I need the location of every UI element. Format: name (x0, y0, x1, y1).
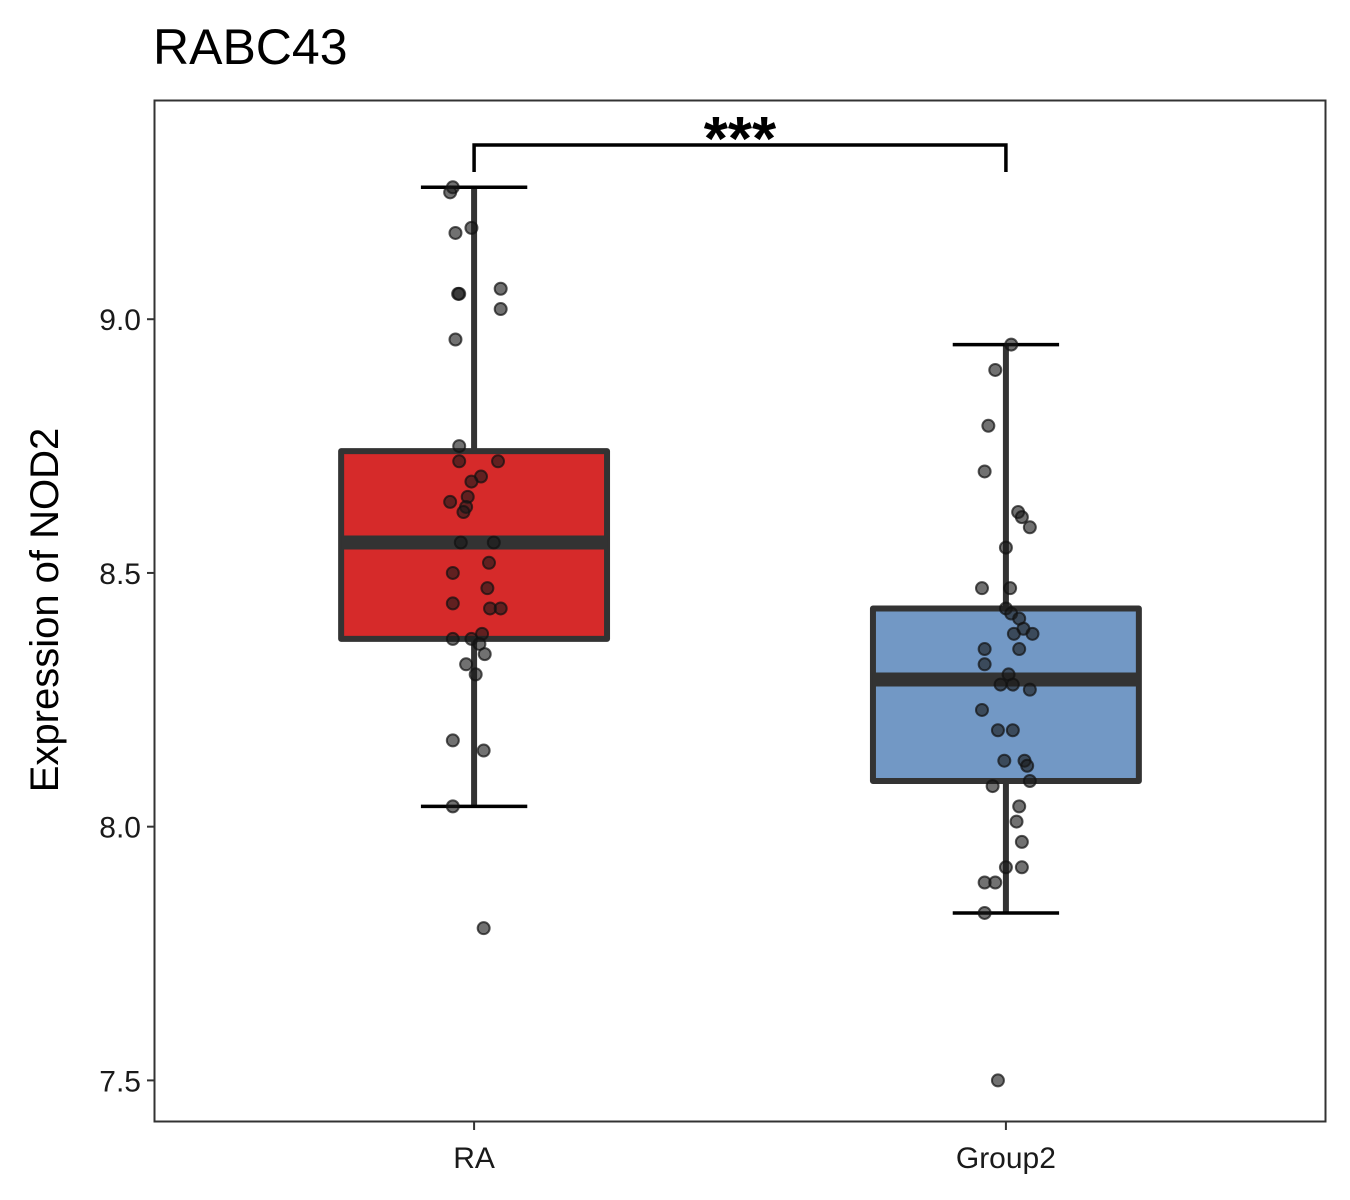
data-point (445, 565, 460, 580)
data-point (452, 454, 467, 469)
data-point (448, 225, 463, 240)
data-point (445, 733, 460, 748)
data-point (445, 631, 460, 646)
data-point (1004, 337, 1019, 352)
data-point (1006, 626, 1021, 641)
data-point (1005, 723, 1020, 738)
data-point (974, 581, 989, 596)
data-point (476, 921, 491, 936)
data-point (1014, 860, 1029, 875)
data-point (1005, 677, 1020, 692)
data-point (443, 185, 458, 200)
data-point (993, 677, 1008, 692)
data-point (486, 535, 501, 550)
data-point (481, 555, 496, 570)
data-point (443, 494, 458, 509)
data-point (981, 418, 996, 433)
data-point (977, 905, 992, 920)
data-point (990, 723, 1005, 738)
data-point (977, 657, 992, 672)
data-point (1003, 581, 1018, 596)
data-point (445, 799, 460, 814)
data-point (1022, 682, 1037, 697)
significance-label: *** (704, 105, 777, 174)
y-axis: 7.5 8.0 8.5 9.0 (99, 304, 155, 1098)
data-point (1012, 799, 1027, 814)
data-point (493, 302, 508, 317)
data-point (990, 1073, 1005, 1088)
data-point (1014, 834, 1029, 849)
significance-bracket: *** (472, 105, 1008, 174)
data-point (452, 286, 467, 301)
data-point (977, 464, 992, 479)
data-point (493, 281, 508, 296)
x-axis: RA Group2 (453, 1121, 1056, 1175)
boxes-layer (338, 185, 1142, 915)
data-point (1022, 774, 1037, 788)
data-point (1009, 814, 1024, 829)
data-point (988, 875, 1003, 890)
data-point (476, 743, 491, 758)
data-point (456, 505, 471, 520)
data-point (988, 362, 1003, 377)
data-point (493, 601, 508, 616)
data-point (998, 860, 1013, 875)
data-point (1022, 520, 1037, 535)
data-point (985, 779, 1000, 794)
y-tick-label: 8.0 (99, 812, 141, 845)
data-point (477, 647, 492, 662)
data-point (977, 642, 992, 657)
y-tick-label: 8.5 (99, 558, 141, 591)
data-point (1020, 758, 1035, 773)
data-point (464, 220, 479, 235)
chart-title: RABC43 (153, 19, 348, 75)
data-point (974, 702, 989, 717)
data-point (1012, 642, 1027, 657)
box-group2 (869, 342, 1142, 915)
data-point (997, 753, 1012, 768)
points-layer (443, 180, 1040, 1088)
y-tick-label: 9.0 (99, 304, 141, 337)
data-point (448, 332, 463, 347)
data-point (1025, 626, 1040, 641)
data-point (452, 439, 467, 454)
data-point (459, 657, 474, 672)
x-tick-label: Group2 (956, 1142, 1056, 1175)
significance-bracket-line (472, 143, 1008, 172)
data-point (491, 454, 506, 469)
y-axis-label: Expression of NOD2 (23, 428, 67, 793)
data-point (445, 596, 460, 611)
data-point (464, 474, 479, 489)
box-body (869, 605, 1142, 785)
plot-panel (153, 99, 1327, 1123)
data-point (480, 581, 495, 596)
x-tick-label: RA (453, 1142, 495, 1175)
data-point (998, 540, 1013, 555)
data-point (453, 535, 468, 550)
data-point (468, 667, 483, 682)
data-point (1014, 510, 1029, 525)
y-tick-label: 7.5 (99, 1065, 141, 1098)
